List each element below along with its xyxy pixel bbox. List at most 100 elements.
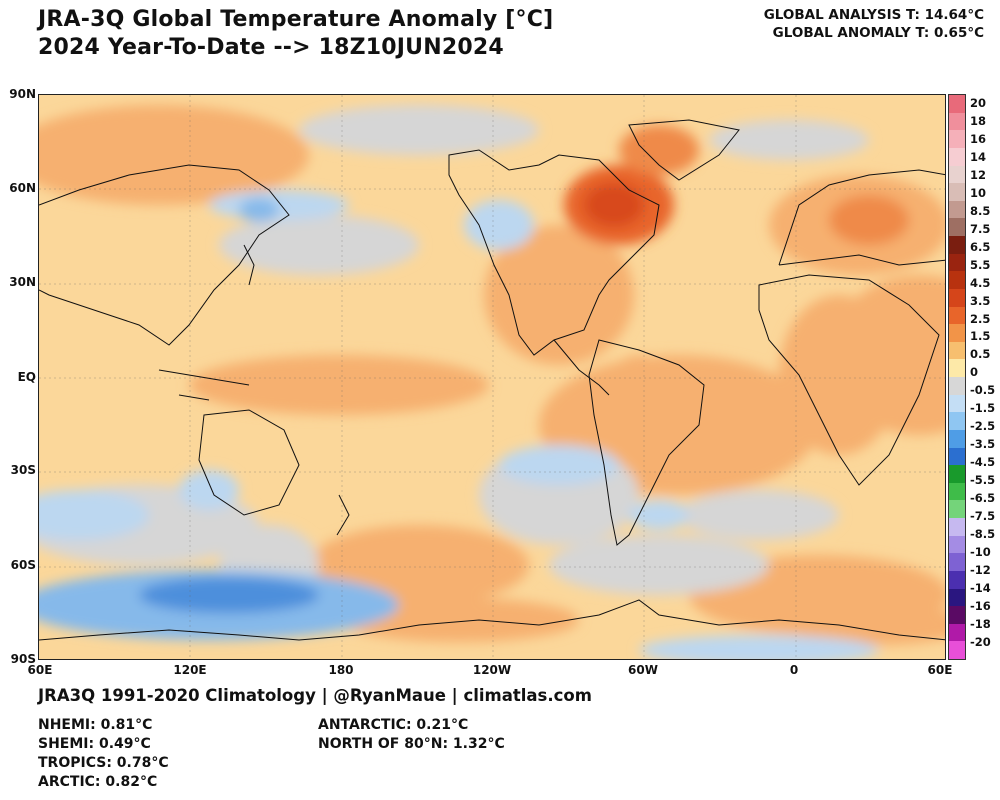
lat-label-30n: 30N [9, 275, 36, 289]
colorbar-cell [949, 429, 965, 448]
anomaly-field [39, 105, 945, 659]
colorbar-label: 1.5 [970, 329, 991, 344]
colorbar-cell [949, 447, 965, 466]
neutral-s-ocean [549, 535, 769, 595]
north-of-80-stat: NORTH OF 80°N: 1.32°C [318, 736, 505, 752]
lon-label-60e-left: 60E [27, 663, 53, 677]
strong-warm-east-europe [829, 195, 909, 245]
lon-label-180: 180 [328, 663, 354, 677]
lon-label-60w: 60W [628, 663, 658, 677]
cool-siberia [239, 198, 279, 222]
cool-se-pacific [499, 445, 619, 485]
cool-australia-west [179, 470, 239, 510]
neutral-n-pacific [219, 215, 419, 275]
colorbar-label: -12 [970, 563, 991, 578]
lat-label-60s: 60S [10, 558, 36, 572]
global-analysis-value: GLOBAL ANALYSIS T: 14.64°C [763, 7, 984, 23]
map-title: JRA-3Q Global Temperature Anomaly [°C] 2… [38, 6, 553, 62]
colorbar-cell [949, 377, 965, 395]
colorbar-cell [949, 623, 965, 642]
lat-label-60n: 60N [9, 181, 36, 195]
lat-label-eq: EQ [17, 370, 36, 384]
cool-indian [39, 490, 149, 540]
coast-new-zealand [336, 494, 350, 536]
colorbar-label: 8.5 [970, 203, 991, 218]
global-anomaly-value: GLOBAL ANOMALY T: 0.65°C [772, 25, 984, 41]
tropics-stat: TROPICS: 0.78°C [38, 755, 169, 771]
warm-eq-pacific [189, 355, 489, 415]
warm-north-pacific [39, 105, 309, 205]
coast-greenland [628, 119, 740, 181]
colorbar-label: -8.5 [970, 527, 996, 542]
colorbar-cell [949, 112, 965, 131]
colorbar-label: 5.5 [970, 257, 991, 272]
nhemi-stat: NHEMI: 0.81°C [38, 717, 153, 733]
temperature-anomaly-map[interactable] [38, 94, 946, 660]
colorbar-cell [949, 641, 965, 659]
colorbar-cell [949, 95, 965, 113]
colorbar-label: 2.5 [970, 311, 991, 326]
warm-africa [779, 295, 899, 455]
colorbar-label: 0.5 [970, 347, 991, 362]
colorbar-label: -5.5 [970, 473, 996, 488]
colorbar-label: -7.5 [970, 509, 996, 524]
colorbar-label: -4.5 [970, 455, 996, 470]
colorbar-cell [949, 341, 965, 360]
lon-label-120w: 120W [472, 663, 512, 677]
antarctic-stat: ANTARCTIC: 0.21°C [318, 717, 469, 733]
footer-credit: JRA3Q 1991-2020 Climatology | @RyanMaue … [38, 686, 592, 705]
colorbar-cell [949, 482, 965, 501]
colorbar-cell [949, 183, 965, 201]
coast-asia [39, 164, 290, 346]
lon-label-120e: 120E [173, 663, 207, 677]
regional-stats-left: NHEMI: 0.81°C SHEMI: 0.49°C TROPICS: 0.7… [38, 716, 169, 792]
colorbar-cell [949, 553, 965, 571]
colorbar-cell [949, 288, 965, 307]
colorbar-cell [949, 412, 965, 430]
lon-label-0: 0 [789, 663, 799, 677]
colorbar-label: 16 [970, 131, 987, 146]
colorbar-cell [949, 570, 965, 589]
coast-south-america [588, 339, 705, 546]
map-svg [39, 95, 945, 659]
colorbar-label: -6.5 [970, 491, 996, 506]
cool-antarctic-atl [639, 635, 879, 659]
colorbar-label: -18 [970, 617, 991, 632]
coast-australia [198, 409, 300, 516]
global-stats: GLOBAL ANALYSIS T: 14.64°C GLOBAL ANOMAL… [764, 6, 984, 42]
warm-antarctic-pacific [339, 598, 579, 642]
colorbar-label: 0 [970, 365, 979, 380]
warm-antarctic-east [789, 605, 945, 645]
extreme-warm-hudson [584, 183, 644, 227]
colorbar-labels: 20 18 16 14 12 10 8.5 7.5 6.5 5.5 4.5 3.5 2.5 1.5 0.5 0… [970, 94, 1000, 660]
coastlines [39, 119, 945, 641]
colorbar-label: -3.5 [970, 437, 996, 452]
coast-north-america [448, 149, 660, 356]
colorbar-cell [949, 147, 965, 166]
colorbar-label: -1.5 [970, 401, 996, 416]
coast-japan [243, 244, 255, 286]
colorbar-label: -20 [970, 635, 991, 650]
cool-west-canada [464, 200, 534, 250]
colorbar-cell [949, 465, 965, 483]
colorbar-cell [949, 306, 965, 325]
cool-n-pacific [209, 190, 349, 220]
colorbar-cell [949, 218, 965, 236]
arctic-stat: ARCTIC: 0.82°C [38, 774, 158, 790]
lon-label-60e-right: 60E [927, 663, 953, 677]
lat-label-30s: 30S [10, 463, 36, 477]
colorbar-label: 20 [970, 95, 987, 110]
colorbar-label: 10 [970, 185, 987, 200]
warm-n-america [484, 225, 634, 365]
title-line-2: 2024 Year-To-Date --> 18Z10JUN2024 [38, 35, 504, 60]
coast-africa [758, 274, 940, 486]
colorbar-cell [949, 588, 965, 607]
colorbar-cell [949, 394, 965, 413]
colorbar-label: -14 [970, 581, 991, 596]
colorbar-cell [949, 535, 965, 554]
title-line-1: JRA-3Q Global Temperature Anomaly [°C] [38, 7, 554, 32]
regional-stats-right: ANTARCTIC: 0.21°C NORTH OF 80°N: 1.32°C [318, 716, 505, 754]
colorbar-cell [949, 200, 965, 219]
colorbar [948, 94, 966, 660]
colorbar-cell [949, 165, 965, 184]
